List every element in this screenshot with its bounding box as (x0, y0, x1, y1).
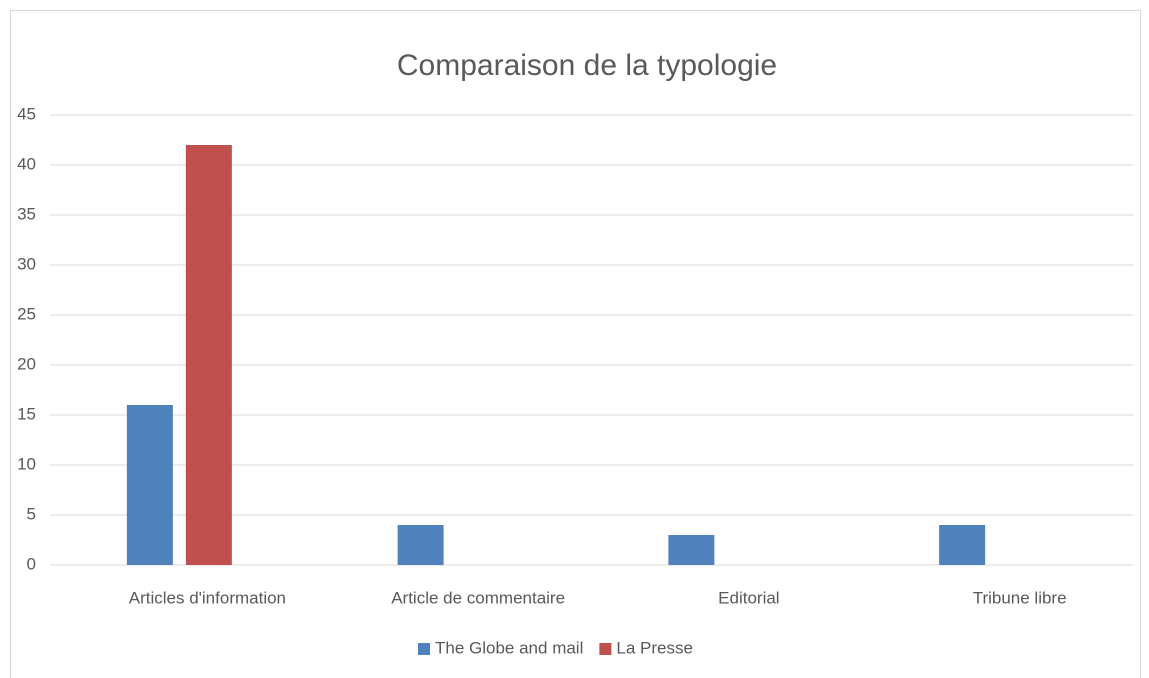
chart-title: Comparaison de la typologie (397, 49, 777, 82)
x-tick-label: Editorial (718, 588, 779, 607)
x-tick-label: Tribune libre (973, 588, 1067, 607)
x-tick-label: Article de commentaire (391, 588, 565, 607)
y-tick-label: 20 (17, 354, 36, 373)
legend-label: La Presse (616, 638, 693, 657)
y-tick-label: 15 (17, 404, 36, 423)
x-tick-label: Articles d'information (129, 588, 286, 607)
bar (397, 525, 444, 565)
chart-border (10, 10, 1141, 678)
y-tick-label: 0 (27, 554, 36, 573)
legend-label: The Globe and mail (435, 638, 583, 657)
y-tick-label: 25 (17, 304, 36, 323)
y-tick-label: 30 (17, 254, 36, 273)
bar (126, 405, 173, 565)
bar (185, 145, 232, 565)
y-tick-label: 40 (17, 154, 36, 173)
y-tick-label: 45 (17, 104, 36, 123)
y-tick-label: 35 (17, 204, 36, 223)
legend-swatch (418, 643, 430, 655)
legend-swatch (599, 643, 612, 655)
y-tick-label: 10 (17, 454, 36, 473)
y-tick-label: 5 (27, 504, 36, 523)
bar (668, 535, 715, 565)
bar (939, 525, 986, 565)
